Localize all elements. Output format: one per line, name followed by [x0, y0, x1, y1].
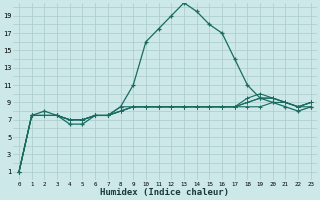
- X-axis label: Humidex (Indice chaleur): Humidex (Indice chaleur): [100, 188, 229, 197]
